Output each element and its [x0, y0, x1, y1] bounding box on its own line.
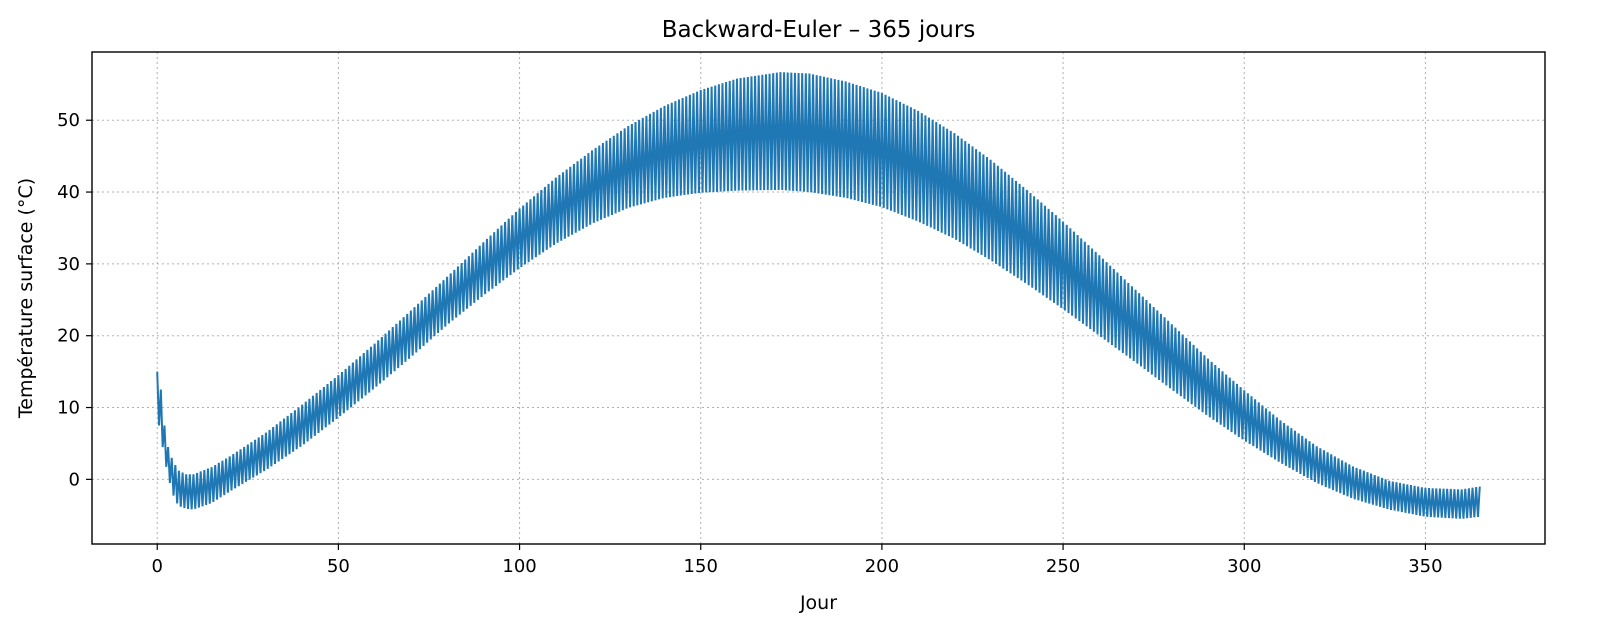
- y-tick-label: 30: [57, 254, 80, 275]
- x-axis-label: Jour: [799, 592, 837, 614]
- chart-title: Backward-Euler – 365 jours: [662, 17, 976, 43]
- x-tick-label: 50: [327, 556, 350, 577]
- y-axis-label: Température surface (°C): [15, 178, 37, 419]
- x-tick-label: 150: [684, 556, 718, 577]
- x-tick-label: 350: [1408, 556, 1442, 577]
- y-tick-label: 0: [69, 469, 80, 490]
- x-tick-label: 250: [1046, 556, 1080, 577]
- x-tick-label: 100: [502, 556, 536, 577]
- x-tick-label: 200: [865, 556, 899, 577]
- plot-frame: [91, 51, 1546, 545]
- x-tick-label: 300: [1227, 556, 1261, 577]
- y-tick-label: 40: [57, 182, 80, 203]
- y-tick-label: 50: [57, 110, 80, 131]
- axis-ticks: 0 50 100 150 200 250 300 350 0 10 20 30 40 50: [57, 110, 1443, 577]
- series-line: [156, 72, 1481, 519]
- y-tick-label: 20: [57, 326, 80, 347]
- grid-lines: [92, 52, 1545, 544]
- x-tick-label: 0: [151, 556, 162, 577]
- plot-area: [156, 72, 1481, 519]
- y-tick-label: 10: [57, 398, 80, 419]
